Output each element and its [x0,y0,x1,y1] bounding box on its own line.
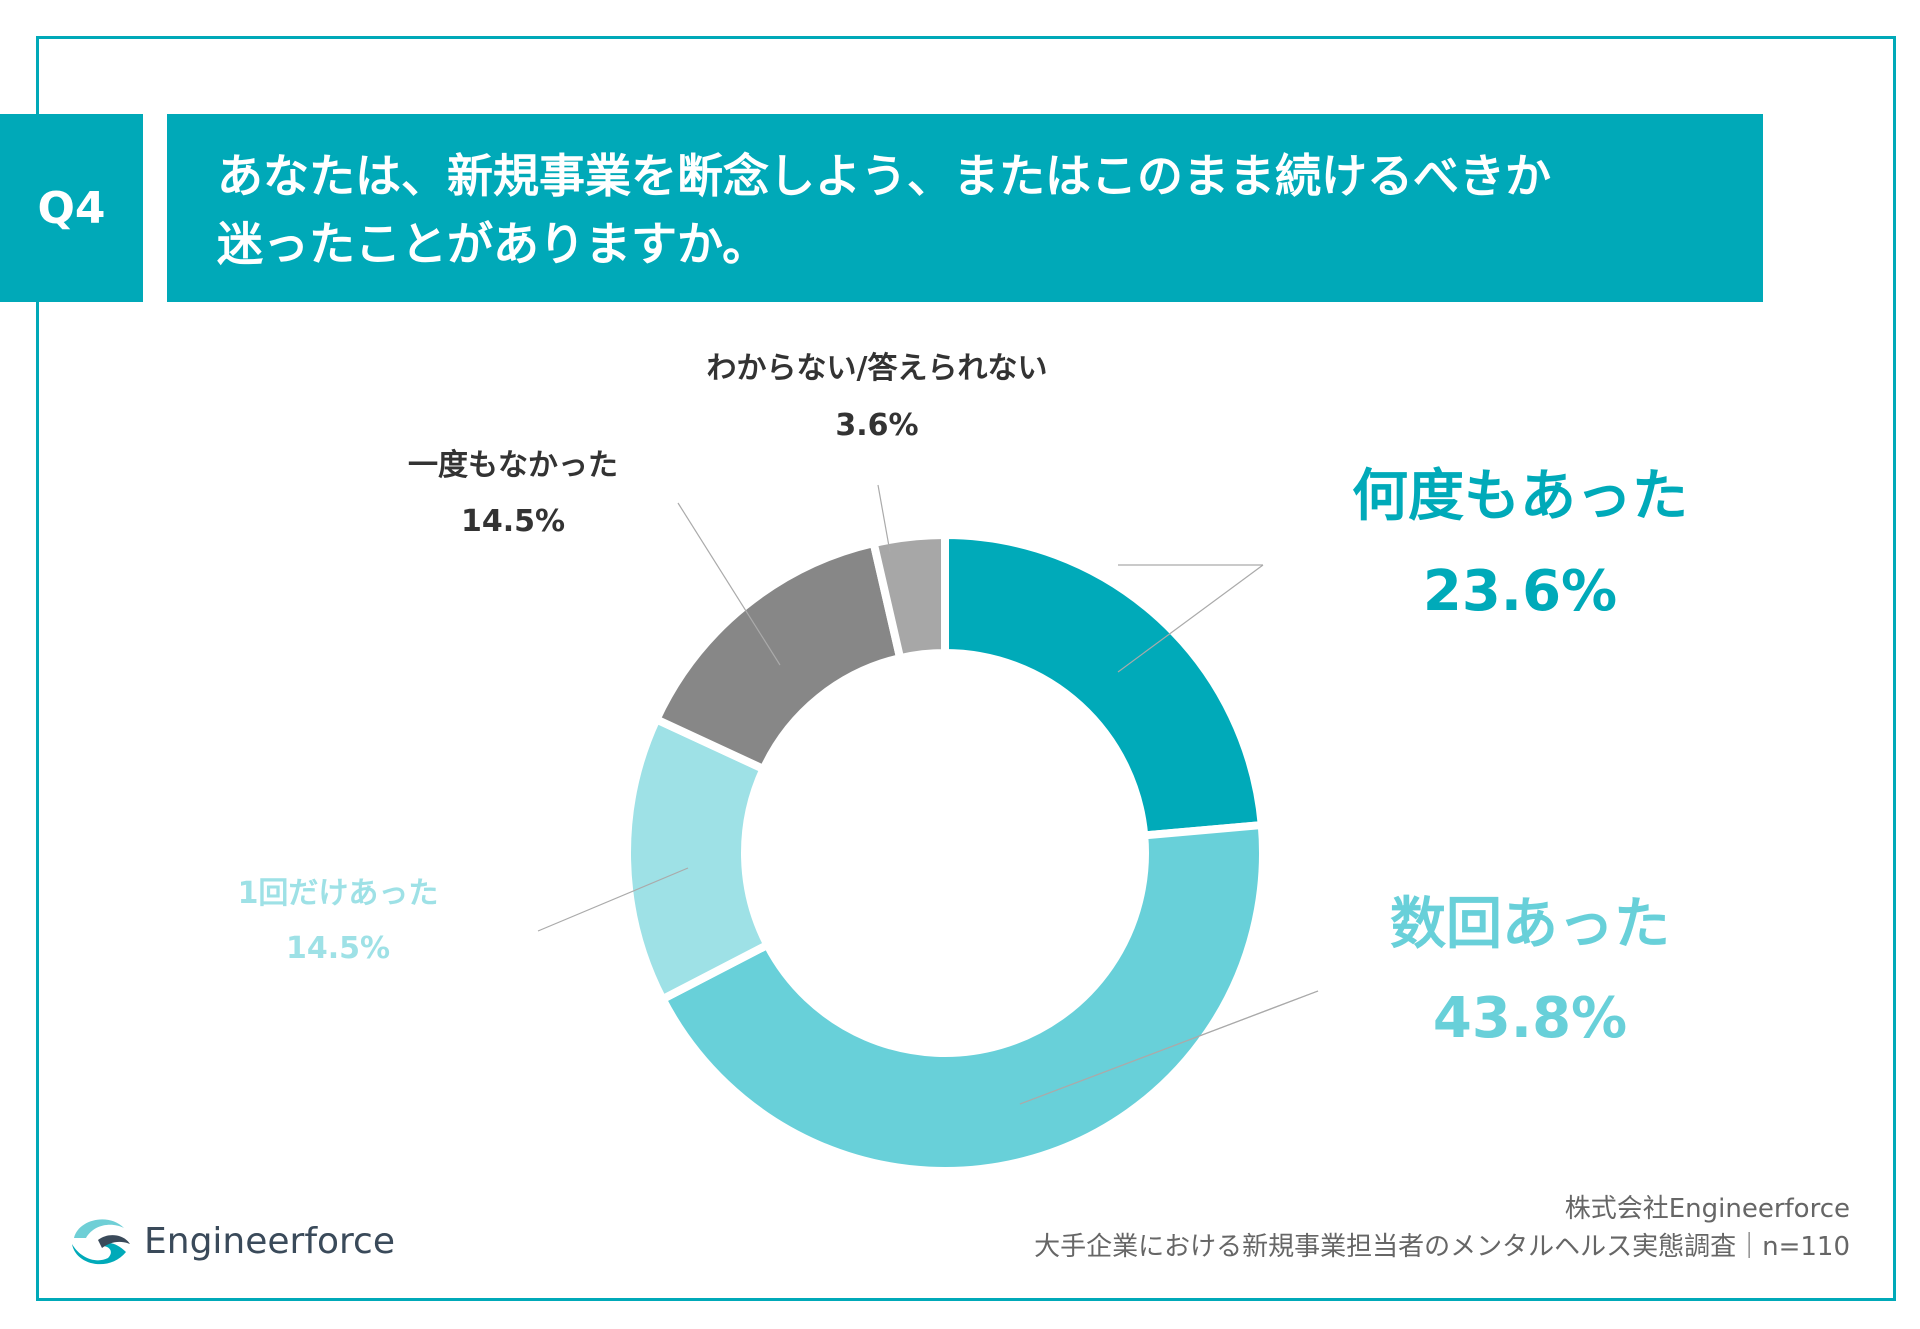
leader-line [1019,990,1319,1105]
leader-line [537,867,689,932]
value-label: 3.6% [835,408,918,443]
category-label: 何度もあった [1352,464,1688,529]
footer-credit: 株式会社Engineerforce 大手企業における新規事業担当者のメンタルヘル… [1034,1190,1850,1266]
category-label: わからない/答えられない [707,351,1048,386]
value-label: 43.8% [1433,986,1627,1051]
company-logo: Engineerforce [68,1210,395,1272]
question-title-line2: 迷ったことがありますか。 [217,217,769,271]
leader-line [1117,564,1264,673]
donut-segment [657,820,1267,1175]
value-label: 14.5% [286,931,390,966]
leader-line [677,502,781,666]
donut-segment [941,530,1267,840]
leader-line [877,484,891,553]
footer-survey: 大手企業における新規事業担当者のメンタルヘルス実態調査｜n=110 [1034,1232,1850,1262]
logo-wordmark: Engineerforce [144,1220,395,1262]
category-label: 1回だけあった [238,876,439,911]
category-label: 一度もなかった [408,448,618,483]
bird-wave-icon [72,1214,130,1270]
question-title-line1: あなたは、新規事業を断念しよう、またはこのまま続けるべきか [217,149,1551,203]
question-title: あなたは、新規事業を断念しよう、またはこのまま続けるべきか 迷ったことがあります… [167,114,1763,302]
footer-company: 株式会社Engineerforce [1564,1194,1850,1224]
donut-segment [868,530,949,663]
category-label: 数回あった [1390,892,1670,957]
donut-segment [651,538,905,775]
question-number-badge: Q4 [0,114,143,302]
page-frame [36,36,1896,1301]
value-label: 14.5% [461,504,565,539]
value-label: 23.6% [1423,559,1617,624]
